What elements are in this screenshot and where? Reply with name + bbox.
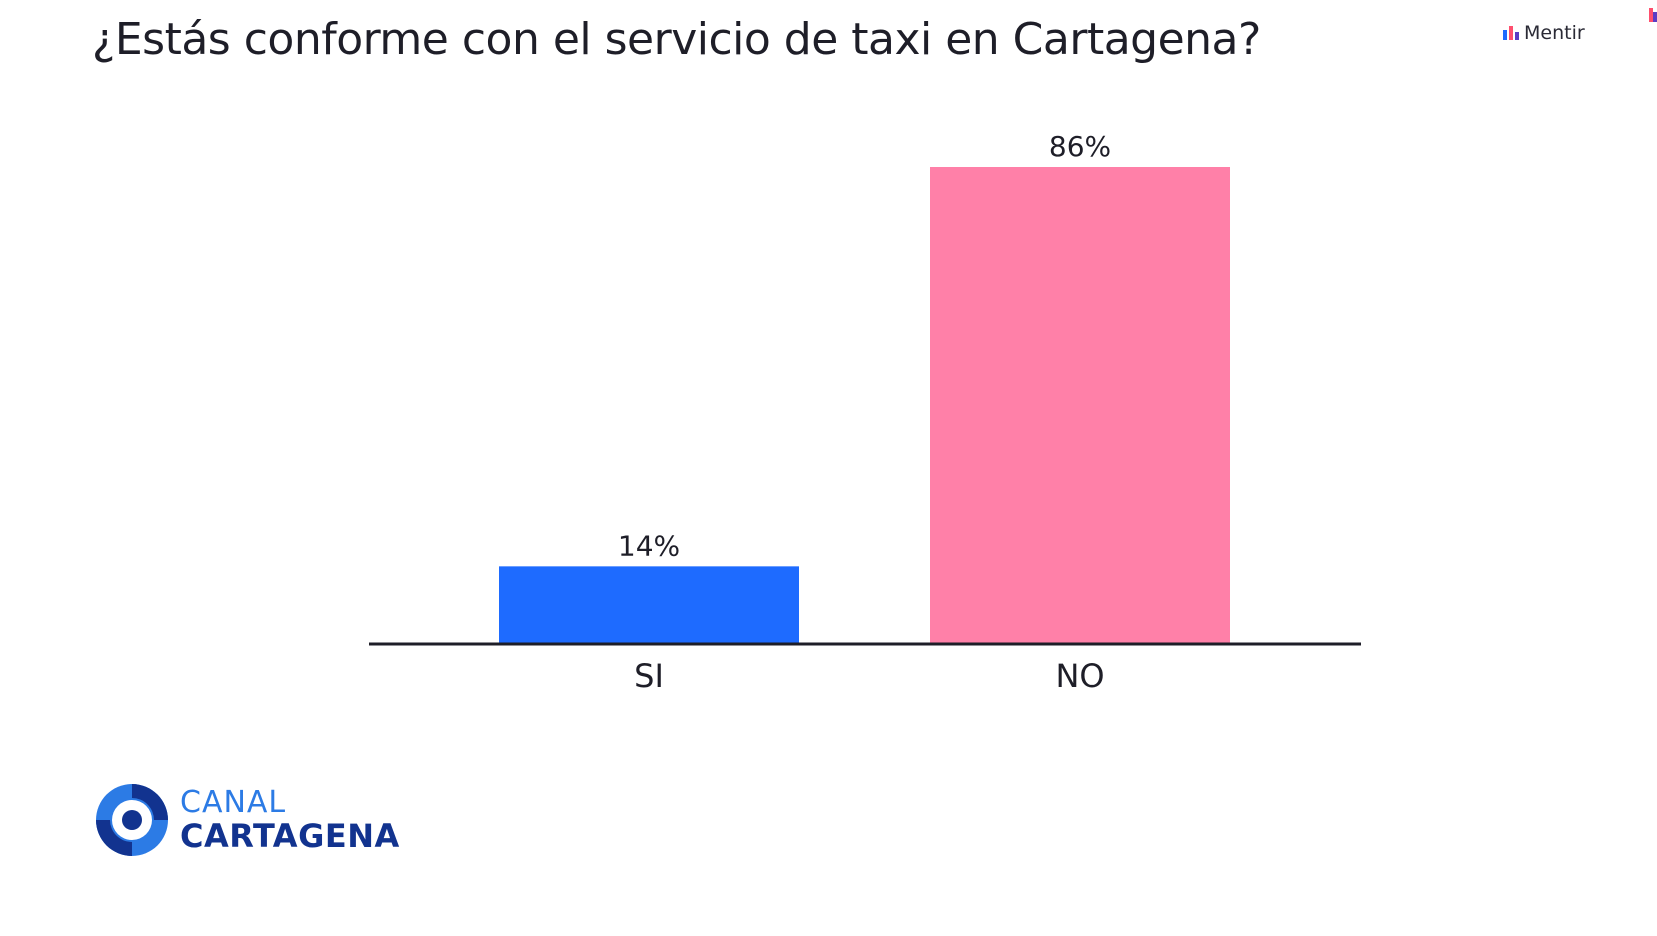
canal-cartagena-circle-logo: [96, 784, 168, 856]
logo-line-cartagena: CARTAGENA: [180, 817, 400, 855]
edge-marker-icon: [1649, 8, 1657, 22]
value-label-si: 14%: [618, 529, 680, 562]
canal-cartagena-logo: CANAL CARTAGENA: [92, 780, 400, 860]
logo-line-canal: CANAL: [180, 785, 287, 820]
bar-si: [499, 566, 799, 644]
page-title: ¿Estás conforme con el servicio de taxi …: [92, 14, 1261, 65]
x-tick-labels-layer: SI NO: [634, 657, 1104, 695]
mentimeter-brand: Mentir: [1503, 22, 1585, 44]
bar-no: [930, 167, 1230, 644]
value-labels-layer: 14% 86%: [618, 130, 1111, 562]
brand-label: Mentir: [1524, 22, 1585, 44]
x-tick-label-no: NO: [1055, 657, 1104, 695]
bar-chart-icon: [1503, 26, 1519, 40]
value-label-no: 86%: [1049, 130, 1111, 163]
bars-layer: [499, 167, 1230, 644]
x-tick-label-si: SI: [634, 657, 664, 695]
